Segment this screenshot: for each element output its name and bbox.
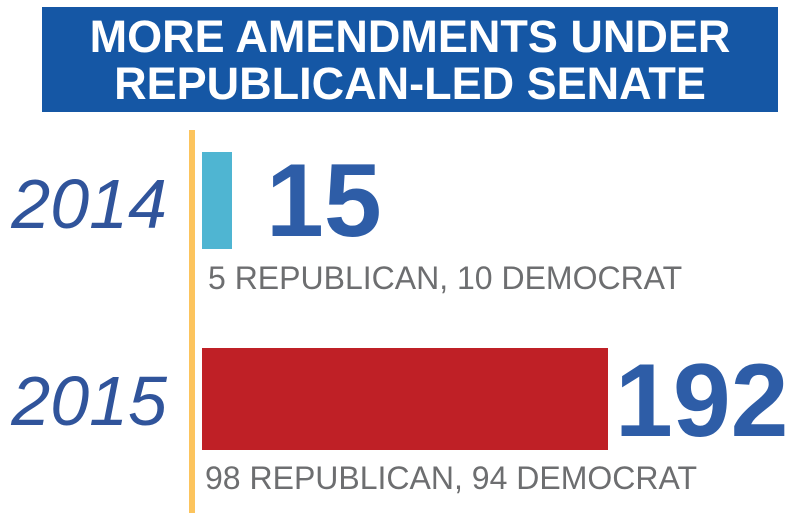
title-banner: MORE AMENDMENTS UNDER REPUBLICAN-LED SEN… xyxy=(42,7,778,112)
year-label-2015: 2015 xyxy=(11,362,167,440)
title-line-1: MORE AMENDMENTS UNDER xyxy=(89,10,731,62)
title-line-2: REPUBLICAN-LED SENATE xyxy=(114,57,706,109)
axis-baseline xyxy=(189,130,195,513)
value-label-2015: 192 xyxy=(615,343,789,459)
bar-2014 xyxy=(202,152,232,249)
value-label-2014: 15 xyxy=(266,143,382,259)
caption-2015: 98 REPUBLICAN, 94 DEMOCRAT xyxy=(205,460,697,496)
caption-2014: 5 REPUBLICAN, 10 DEMOCRAT xyxy=(208,260,683,296)
bar-2015 xyxy=(202,348,608,450)
year-label-2014: 2014 xyxy=(11,165,167,243)
